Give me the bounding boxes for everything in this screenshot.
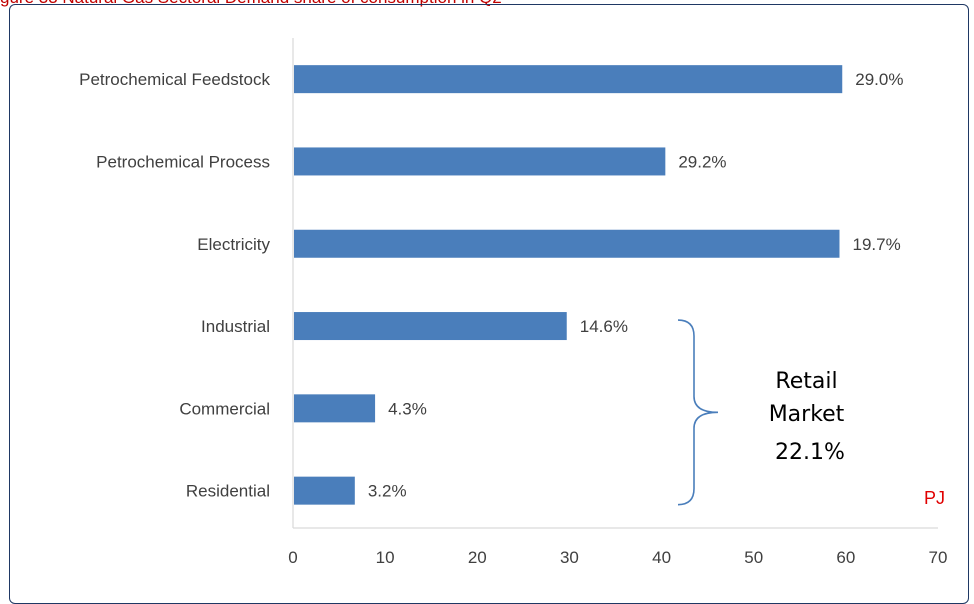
- x-tick-labels: 0 10 20 30 40 50 60 70: [288, 548, 947, 567]
- retail-market-brace: [677, 319, 719, 506]
- x-tick-label: 10: [376, 548, 395, 567]
- category-label: Industrial: [201, 317, 270, 336]
- axes: [292, 38, 938, 529]
- annotation-line-1: Retail: [775, 369, 837, 394]
- category-labels: Petrochemical Feedstock Petrochemical Pro…: [79, 70, 270, 501]
- bar: [294, 476, 355, 505]
- bar: [294, 229, 840, 258]
- x-tick-label: 60: [836, 548, 855, 567]
- category-label: Residential: [186, 482, 270, 501]
- data-label: 29.2%: [678, 152, 726, 171]
- category-label: Electricity: [197, 235, 270, 254]
- data-label: 19.7%: [852, 235, 900, 254]
- bar-chart: Petrochemical Feedstock Petrochemical Pro…: [79, 38, 947, 567]
- x-tick-label: 70: [929, 548, 948, 567]
- figure-caption: gure 33 Natural Gas Sectoral Demand shar…: [0, 0, 974, 10]
- data-label: 29.0%: [855, 70, 903, 89]
- bar: [294, 65, 843, 94]
- category-label: Commercial: [179, 399, 270, 418]
- bar: [294, 394, 376, 423]
- unit-label: PJ: [924, 488, 945, 508]
- bars: [294, 65, 843, 505]
- annotation-line-3: 22.1%: [775, 440, 845, 465]
- data-label: 14.6%: [580, 317, 628, 336]
- x-tick-label: 40: [652, 548, 671, 567]
- x-tick-label: 50: [744, 548, 763, 567]
- data-label: 3.2%: [368, 482, 407, 501]
- retail-market-annotation: Retail Market 22.1%: [769, 369, 852, 465]
- annotation-line-2: Market: [769, 402, 845, 427]
- bar: [294, 312, 567, 341]
- data-label: 4.3%: [388, 399, 427, 418]
- bar: [294, 147, 666, 176]
- x-tick-label: 20: [468, 548, 487, 567]
- category-label: Petrochemical Process: [96, 152, 270, 171]
- category-label: Petrochemical Feedstock: [79, 70, 270, 89]
- x-tick-label: 0: [288, 548, 297, 567]
- x-tick-label: 30: [560, 548, 579, 567]
- data-labels: 29.0% 29.2% 19.7% 14.6% 4.3% 3.2%: [368, 70, 904, 501]
